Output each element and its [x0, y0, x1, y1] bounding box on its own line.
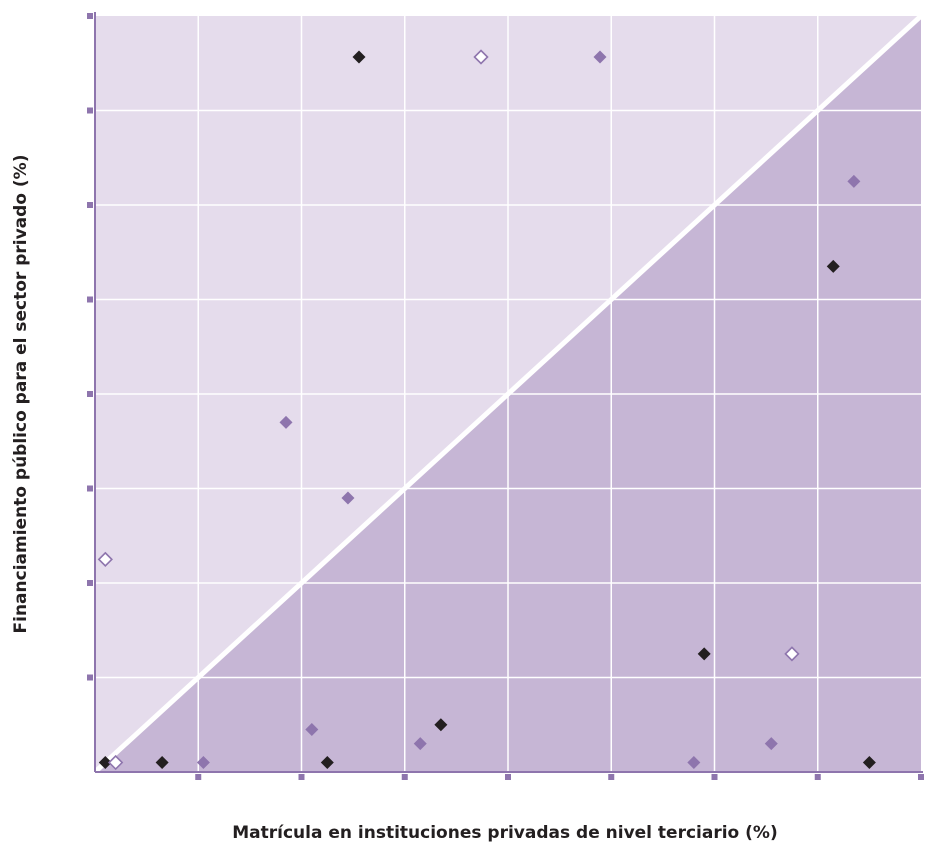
y-tick-mark	[87, 580, 93, 586]
data-point-2002	[764, 737, 778, 751]
data-point-2002	[847, 174, 861, 188]
x-tick-mark	[814, 774, 821, 780]
data-point-1995	[434, 718, 448, 732]
data-point-1995	[320, 756, 334, 770]
y-tick-mark	[87, 107, 93, 114]
data-point-2002	[305, 722, 319, 736]
y-tick-mark	[87, 391, 93, 397]
y-axis-title: Financiamiento público para el sector pr…	[11, 155, 31, 634]
x-tick-mark	[608, 774, 615, 780]
x-tick-mark	[505, 774, 511, 780]
equality-diagonal-line	[93, 14, 923, 774]
y-tick-mark	[87, 296, 93, 303]
data-point-2002	[279, 415, 293, 429]
y-tick-mark	[87, 13, 93, 19]
x-tick-mark	[918, 774, 924, 780]
data-point-1995	[826, 259, 840, 273]
data-point-1995	[98, 756, 112, 770]
y-tick-mark	[87, 202, 93, 208]
axis-ticks	[87, 13, 924, 780]
data-point-2002	[196, 756, 210, 770]
y-tick-mark	[87, 485, 93, 492]
x-axis-title: Matrícula en instituciones privadas de n…	[232, 823, 777, 843]
x-tick-mark	[711, 774, 718, 780]
legend-marker-2001	[473, 49, 489, 65]
data-point-2002	[413, 737, 427, 751]
data-points	[97, 174, 876, 771]
data-point-2002	[687, 756, 701, 770]
x-tick-mark	[298, 774, 305, 780]
data-point-1995	[697, 647, 711, 661]
y-tick-mark	[87, 674, 93, 681]
x-tick-mark	[401, 774, 408, 780]
data-point-2001	[108, 754, 124, 771]
data-point-1995	[862, 756, 876, 770]
data-point-1995	[155, 756, 169, 770]
axes	[94, 12, 923, 773]
data-point-2001	[97, 551, 113, 568]
data-point-2001	[784, 646, 800, 662]
data-point-2002	[341, 491, 355, 505]
legend	[352, 49, 607, 65]
legend-marker-2002	[593, 50, 607, 64]
x-tick-mark	[195, 774, 202, 780]
legend-marker-1995	[352, 50, 366, 64]
